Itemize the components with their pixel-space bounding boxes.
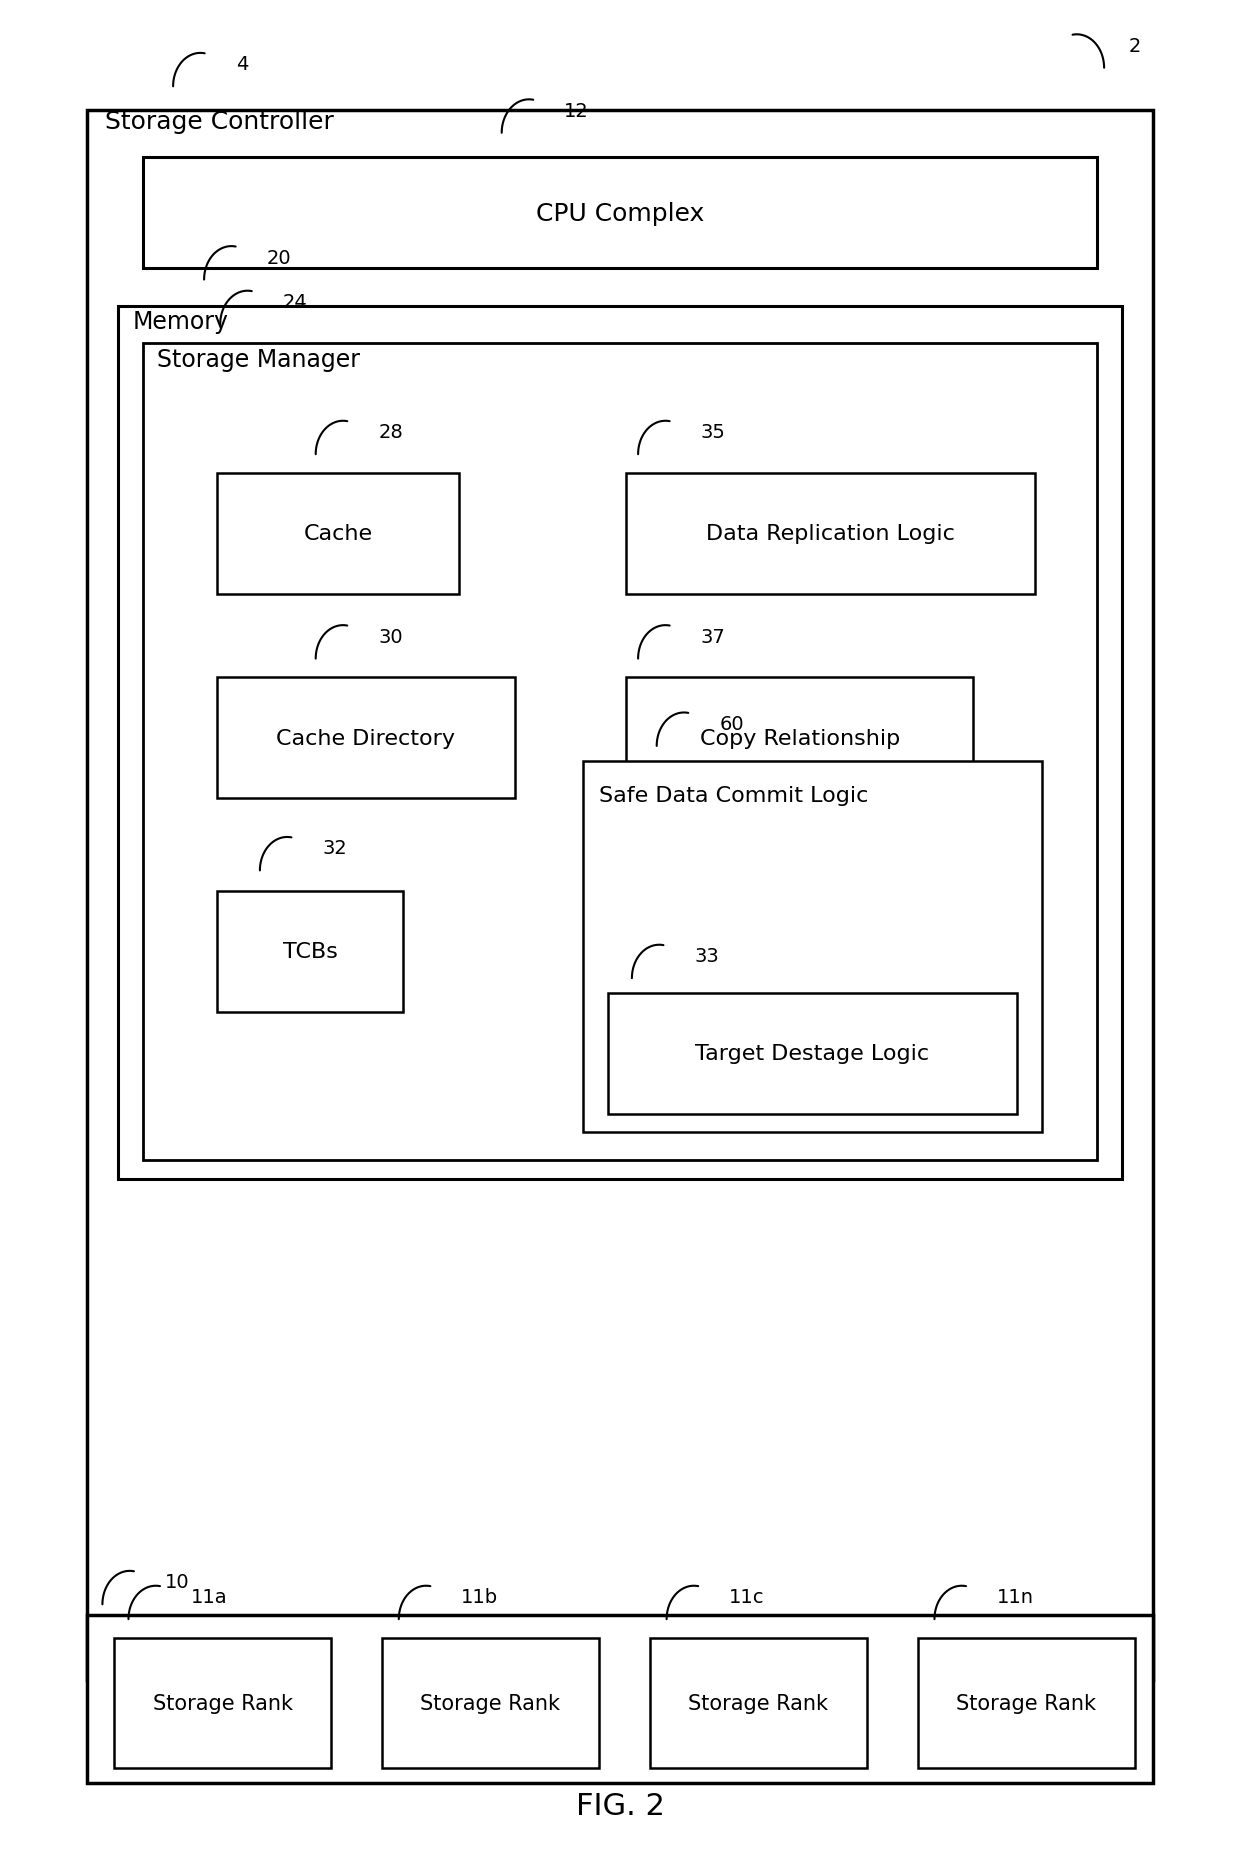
Text: Copy Relationship: Copy Relationship: [699, 728, 900, 748]
Text: 11c: 11c: [729, 1588, 765, 1606]
Bar: [626, 678, 973, 799]
Bar: [382, 1638, 599, 1768]
Bar: [217, 891, 403, 1012]
Text: 2: 2: [1128, 37, 1141, 56]
Bar: [650, 1638, 867, 1768]
Text: Data Replication Logic: Data Replication Logic: [707, 524, 955, 544]
Text: 33: 33: [694, 947, 719, 966]
Text: 37: 37: [701, 628, 725, 646]
Text: Storage Manager: Storage Manager: [157, 347, 361, 371]
Text: Safe Data Commit Logic: Safe Data Commit Logic: [599, 786, 868, 806]
Text: 20: 20: [267, 249, 291, 267]
Text: 11b: 11b: [461, 1588, 498, 1606]
Text: Cache Directory: Cache Directory: [277, 728, 455, 748]
Text: Storage Rank: Storage Rank: [956, 1694, 1096, 1712]
Text: 60: 60: [719, 715, 744, 734]
Bar: [608, 993, 1017, 1114]
Bar: [217, 678, 515, 799]
Bar: [87, 111, 1153, 1681]
Text: 10: 10: [165, 1573, 190, 1591]
Bar: [114, 1638, 331, 1768]
Text: 35: 35: [701, 423, 725, 442]
Bar: [118, 306, 1122, 1179]
Text: 11n: 11n: [997, 1588, 1034, 1606]
Text: 4: 4: [236, 56, 248, 74]
Text: 32: 32: [322, 839, 347, 858]
Text: Storage Controller: Storage Controller: [105, 110, 335, 134]
Text: Storage Rank: Storage Rank: [153, 1694, 293, 1712]
Bar: [626, 474, 1035, 594]
Bar: [217, 474, 459, 594]
Bar: [918, 1638, 1135, 1768]
Bar: [583, 761, 1042, 1133]
Bar: [143, 344, 1097, 1161]
Bar: [143, 158, 1097, 269]
Text: FIG. 2: FIG. 2: [575, 1790, 665, 1820]
Bar: [87, 1616, 1153, 1783]
Text: 12: 12: [564, 102, 589, 121]
Text: Memory: Memory: [133, 310, 228, 334]
Text: Cache: Cache: [304, 524, 372, 544]
Text: 11a: 11a: [191, 1588, 228, 1606]
Text: 24: 24: [283, 293, 308, 312]
Text: 30: 30: [378, 628, 403, 646]
Text: Storage Rank: Storage Rank: [688, 1694, 828, 1712]
Text: TCBs: TCBs: [283, 941, 337, 962]
Text: Storage Rank: Storage Rank: [420, 1694, 560, 1712]
Text: 28: 28: [378, 423, 403, 442]
Text: Target Destage Logic: Target Destage Logic: [696, 1044, 929, 1064]
Text: CPU Complex: CPU Complex: [536, 202, 704, 225]
